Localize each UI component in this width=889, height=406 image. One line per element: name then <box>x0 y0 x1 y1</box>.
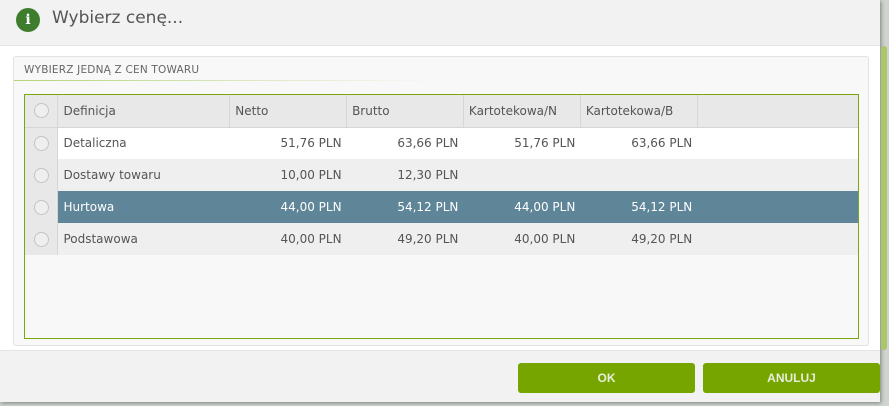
cell-empty <box>697 223 858 255</box>
column-header-kartotekowa-n[interactable]: Kartotekowa/N <box>463 95 581 128</box>
cell-definicja: Podstawowa <box>57 223 230 255</box>
cell-empty <box>697 159 858 191</box>
cell-kb: 49,20 PLN <box>580 223 698 255</box>
cell-netto: 51,76 PLN <box>229 127 347 159</box>
cell-kb <box>580 159 698 191</box>
cell-kn <box>463 159 581 191</box>
cell-definicja: Dostawy towaru <box>57 159 230 191</box>
table-row[interactable]: Hurtowa 44,00 PLN 54,12 PLN 44,00 PLN 54,12 … <box>25 191 858 223</box>
row-radio[interactable] <box>25 127 59 159</box>
radio-icon[interactable] <box>33 135 49 151</box>
radio-icon[interactable] <box>33 199 49 215</box>
cell-kn: 44,00 PLN <box>463 191 581 223</box>
row-radio[interactable] <box>25 223 59 255</box>
cell-brutto: 63,66 PLN <box>346 127 464 159</box>
cell-definicja: Detaliczna <box>57 127 230 159</box>
table-row[interactable]: Podstawowa 40,00 PLN 49,20 PLN 40,00 PLN 49,… <box>25 223 858 255</box>
dialog-title: Wybierz cenę... <box>52 8 184 28</box>
select-all-header[interactable] <box>25 95 59 128</box>
row-radio[interactable] <box>25 191 59 223</box>
cell-empty <box>697 191 858 223</box>
price-panel: WYBIERZ JEDNĄ Z CEN TOWARU Definicja Net… <box>13 56 869 346</box>
radio-icon[interactable] <box>33 103 49 119</box>
info-icon: i <box>16 8 40 32</box>
cell-netto: 44,00 PLN <box>229 191 347 223</box>
cell-brutto: 12,30 PLN <box>346 159 464 191</box>
cell-empty <box>697 127 858 159</box>
column-header-brutto[interactable]: Brutto <box>346 95 464 128</box>
column-header-netto[interactable]: Netto <box>229 95 348 128</box>
column-header-kartotekowa-b[interactable]: Kartotekowa/B <box>580 95 698 128</box>
cell-netto: 40,00 PLN <box>229 223 347 255</box>
cell-kb: 63,66 PLN <box>580 127 698 159</box>
cell-kn: 40,00 PLN <box>463 223 581 255</box>
table-row[interactable]: Detaliczna 51,76 PLN 63,66 PLN 51,76 PLN 63,… <box>25 127 858 159</box>
price-grid: Definicja Netto Brutto Kartotekowa/N Kar… <box>24 94 859 339</box>
ok-button[interactable]: OK <box>518 363 695 393</box>
dialog-footer: OK ANULUJ <box>0 350 880 402</box>
header-row: Definicja Netto Brutto Kartotekowa/N Kar… <box>25 95 858 128</box>
row-radio[interactable] <box>25 159 59 191</box>
cell-kb: 54,12 PLN <box>580 191 698 223</box>
cell-netto: 10,00 PLN <box>229 159 347 191</box>
divider <box>14 80 434 81</box>
scrollbar[interactable] <box>881 46 887 350</box>
column-header-definicja[interactable]: Definicja <box>57 95 231 128</box>
cell-kn: 51,76 PLN <box>463 127 581 159</box>
table-row[interactable]: Dostawy towaru 10,00 PLN 12,30 PLN <box>25 159 858 191</box>
cell-brutto: 54,12 PLN <box>346 191 464 223</box>
cell-definicja: Hurtowa <box>57 191 230 223</box>
cancel-button[interactable]: ANULUJ <box>703 363 880 393</box>
radio-icon[interactable] <box>33 167 49 183</box>
radio-icon[interactable] <box>33 231 49 247</box>
cell-brutto: 49,20 PLN <box>346 223 464 255</box>
panel-title: WYBIERZ JEDNĄ Z CEN TOWARU <box>24 64 200 76</box>
dialog-header: i Wybierz cenę... <box>0 0 880 46</box>
price-table: Definicja Netto Brutto Kartotekowa/N Kar… <box>25 95 858 255</box>
column-header-empty <box>697 95 858 128</box>
